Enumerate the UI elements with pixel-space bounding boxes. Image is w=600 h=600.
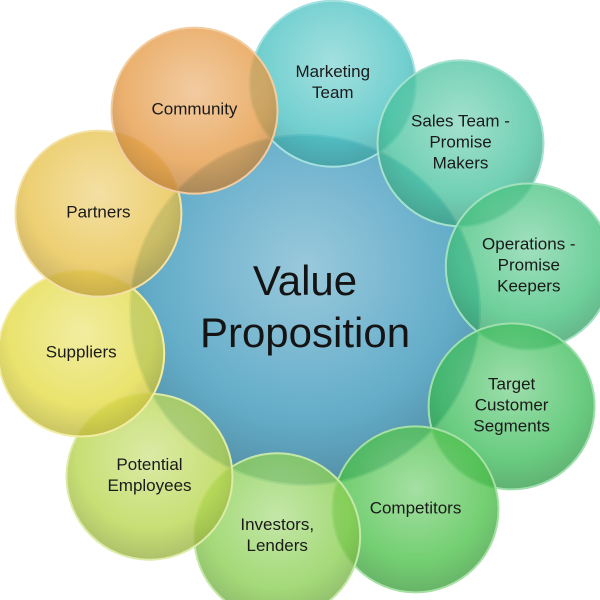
stakeholder-label-community-line: Community — [151, 100, 237, 119]
stakeholder-label-competitors: Competitors — [370, 499, 462, 518]
value-proposition-label-line: Proposition — [200, 309, 410, 356]
stakeholder-label-sales-team-promise-makers-line: Makers — [433, 154, 489, 173]
value-proposition-label-line: Value — [253, 257, 357, 304]
stakeholder-label-target-customer-segments: Target Customer Segments — [473, 375, 550, 436]
stakeholder-label-marketing-team-line: Team — [312, 84, 354, 103]
stakeholder-label-sales-team-promise-makers: Sales Team - Promise Makers — [411, 112, 510, 173]
stakeholder-label-potential-employees-line: Potential — [116, 456, 182, 475]
stakeholder-label-target-customer-segments-line: Customer — [475, 396, 549, 415]
labels-layer: Marketing Team Sales Team - Promise Makers Op… — [46, 63, 576, 556]
value-proposition-label: Value Proposition — [200, 257, 410, 356]
stakeholder-label-target-customer-segments-line: Target — [488, 375, 536, 394]
stakeholder-label-investors-lenders: Investors, Lenders — [240, 515, 314, 555]
stakeholder-label-competitors-line: Competitors — [370, 499, 462, 518]
stakeholder-label-sales-team-promise-makers-line: Promise — [429, 133, 491, 152]
stakeholder-label-operations-promise-keepers-line: Keepers — [497, 277, 560, 296]
stakeholder-label-suppliers: Suppliers — [46, 343, 117, 362]
stakeholder-label-community: Community — [151, 100, 237, 119]
stakeholder-label-partners: Partners — [66, 203, 130, 222]
stakeholder-label-operations-promise-keepers-line: Operations - — [482, 235, 576, 254]
stakeholder-label-suppliers-line: Suppliers — [46, 343, 117, 362]
stakeholder-label-partners-line: Partners — [66, 203, 130, 222]
stakeholder-label-operations-promise-keepers: Operations - Promise Keepers — [482, 235, 576, 296]
stakeholder-label-potential-employees-line: Employees — [107, 477, 191, 496]
stakeholder-label-marketing-team-line: Marketing — [295, 63, 370, 82]
stakeholder-label-investors-lenders-line: Lenders — [246, 536, 307, 555]
stakeholder-label-operations-promise-keepers-line: Promise — [498, 256, 560, 275]
stakeholder-label-potential-employees: Potential Employees — [107, 456, 191, 496]
stakeholder-label-investors-lenders-line: Investors, — [240, 515, 314, 534]
stakeholder-circle-community — [110, 26, 279, 195]
stakeholder-label-target-customer-segments-line: Segments — [473, 417, 550, 436]
stakeholder-label-sales-team-promise-makers-line: Sales Team - — [411, 112, 510, 131]
stakeholder-label-marketing-team: Marketing Team — [295, 63, 370, 103]
